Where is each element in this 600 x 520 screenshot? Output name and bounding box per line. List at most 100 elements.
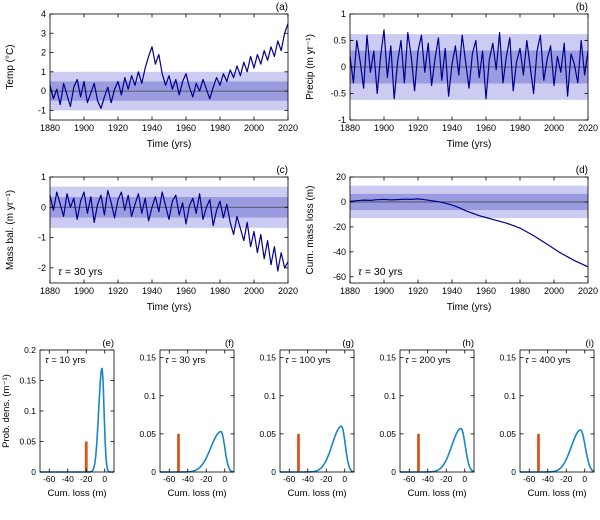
- panel-letter-label: (c): [276, 165, 288, 176]
- y-tick-label: -0.5: [330, 89, 346, 99]
- y-tick-label: 4: [41, 9, 46, 19]
- x-axis-label: Cum. loss (m): [287, 488, 346, 499]
- y-tick-label: 0.05: [379, 429, 396, 439]
- tau-annotation: τ = 10 yrs: [45, 355, 86, 366]
- y-tick-label: -1: [38, 233, 46, 243]
- y-tick-label: 0.05: [139, 429, 156, 439]
- y-tick-label: 0: [391, 467, 396, 477]
- x-tick-label: 2000: [244, 123, 264, 133]
- y-tick-label: -40: [333, 247, 346, 257]
- observed-loss-bar: [537, 433, 540, 472]
- x-tick-label: 2020: [278, 123, 298, 133]
- x-tick-label: 1880: [340, 123, 360, 133]
- y-tick-label: 0: [341, 197, 346, 207]
- y-tick-label: 0.05: [499, 429, 516, 439]
- x-tick-label: -60: [43, 474, 56, 484]
- panel-letter-label: (f): [225, 338, 234, 349]
- panel-letter-label: (d): [576, 165, 588, 176]
- y-axis-label: Temp (°C): [5, 44, 16, 89]
- x-tick-label: 1940: [442, 286, 462, 296]
- panel-i-plot: -60 -40 -20 0 0 0.05 0.1 0.15 Cum. loss (m) (i) τ …: [499, 338, 595, 499]
- x-tick-label: 1960: [176, 123, 196, 133]
- x-axis-label: Cum. loss (m): [407, 488, 466, 499]
- y-tick-label: 0: [271, 467, 276, 477]
- axes-box: [519, 349, 595, 473]
- timeseries-line: [49, 23, 289, 109]
- panel-letter-label: (a): [276, 2, 288, 13]
- x-tick-label: 1920: [408, 286, 428, 296]
- x-tick-label: 0: [222, 474, 227, 484]
- panel-letter-label: (g): [342, 338, 354, 349]
- panel-b: 1880 1900 1920 1940 1960 1980 2000 2020 -1 -0.5 0 0…: [300, 0, 600, 158]
- x-axis-label: Cum. loss (m): [167, 488, 226, 499]
- y-axis-label: Cum. mass loss (m): [305, 186, 316, 275]
- x-tick-label: -20: [440, 474, 453, 484]
- observed-loss-bar: [177, 433, 180, 472]
- x-tick-label: -40: [542, 474, 555, 484]
- panel-a: 1880 1900 1920 1940 1960 1980 2000 2020 -1 0 1 2 3 4 T…: [0, 0, 300, 158]
- y-tick-label: 0.1: [264, 391, 276, 401]
- y-tick-label: 2: [41, 48, 46, 58]
- panel-d-plot: 1880 1900 1920 1940 1960 1980 2000 2020 -60 -40 -2…: [305, 165, 598, 313]
- axes-box: [399, 349, 475, 473]
- panel-letter-label: (i): [586, 338, 594, 349]
- x-tick-label: 1960: [476, 123, 496, 133]
- y-tick-label: 1: [341, 9, 346, 19]
- x-tick-label: -60: [523, 474, 536, 484]
- x-tick-label: 1960: [476, 286, 496, 296]
- y-tick-label: -2: [38, 263, 46, 273]
- x-tick-label: -40: [422, 474, 435, 484]
- x-tick-label: -60: [283, 474, 296, 484]
- observed-loss-bar: [84, 441, 88, 472]
- y-tick-label: -1: [38, 105, 46, 115]
- x-tick-label: 1880: [340, 286, 360, 296]
- axes-box: [49, 176, 289, 284]
- tau-annotation: τ = 400 yrs: [525, 355, 571, 366]
- panel-e-plot: -60 -40 -20 0 0 0.05 0.1 0.15 0.2 Cum. loss (m) Pr…: [1, 338, 115, 499]
- panel-c: 1880 1900 1920 1940 1960 1980 2000 2020 -2 -1 0 1 Ti…: [0, 163, 300, 321]
- x-tick-label: -20: [320, 474, 333, 484]
- x-tick-label: 1900: [374, 123, 394, 133]
- panel-f-plot: -60 -40 -20 0 0 0.05 0.1 0.15 Cum. loss (m) (f) τ …: [139, 338, 235, 499]
- x-tick-label: 1880: [40, 123, 60, 133]
- x-axis-label: Time (yrs): [447, 302, 492, 313]
- x-tick-label: 2000: [544, 286, 564, 296]
- x-tick-label: 0: [582, 474, 587, 484]
- y-tick-label: -60: [333, 272, 346, 282]
- y-tick-label: 0: [341, 62, 346, 72]
- y-tick-label: 1: [41, 67, 46, 77]
- x-tick-label: 1980: [210, 286, 230, 296]
- y-tick-label: 0.1: [144, 391, 156, 401]
- timeseries-line: [49, 190, 289, 272]
- x-tick-label: 1920: [408, 123, 428, 133]
- axes-box: [159, 349, 235, 473]
- x-tick-label: 1980: [210, 123, 230, 133]
- x-tick-label: 1980: [510, 286, 530, 296]
- tau-annotation: τ = 30 yrs: [58, 266, 103, 278]
- y-tick-label: 0.2: [24, 345, 36, 355]
- x-tick-label: 1960: [176, 286, 196, 296]
- y-tick-label: 0: [41, 86, 46, 96]
- x-tick-label: 1900: [74, 286, 94, 296]
- x-tick-label: -60: [163, 474, 176, 484]
- x-tick-label: 0: [102, 474, 107, 484]
- x-tick-label: 1940: [442, 123, 462, 133]
- y-tick-label: 0.15: [139, 353, 156, 363]
- x-tick-label: 2020: [578, 123, 598, 133]
- y-tick-label: 0: [151, 467, 156, 477]
- x-tick-label: 1940: [142, 286, 162, 296]
- plot-area: [160, 350, 234, 472]
- x-tick-label: 0: [462, 474, 467, 484]
- y-tick-label: 0.1: [24, 406, 36, 416]
- observed-loss-bar: [417, 433, 420, 472]
- plot-area: [520, 350, 594, 472]
- y-tick-label: 0.15: [19, 376, 36, 386]
- axes-box: [49, 13, 289, 121]
- x-axis-label: Cum. loss (m): [527, 488, 586, 499]
- y-tick-label: 3: [41, 28, 46, 38]
- y-tick-label: 0.15: [499, 353, 516, 363]
- x-tick-label: 1900: [374, 286, 394, 296]
- panel-c-plot: 1880 1900 1920 1940 1960 1980 2000 2020 -2 -1 0 1 Ti…: [5, 165, 298, 313]
- x-tick-label: -40: [302, 474, 315, 484]
